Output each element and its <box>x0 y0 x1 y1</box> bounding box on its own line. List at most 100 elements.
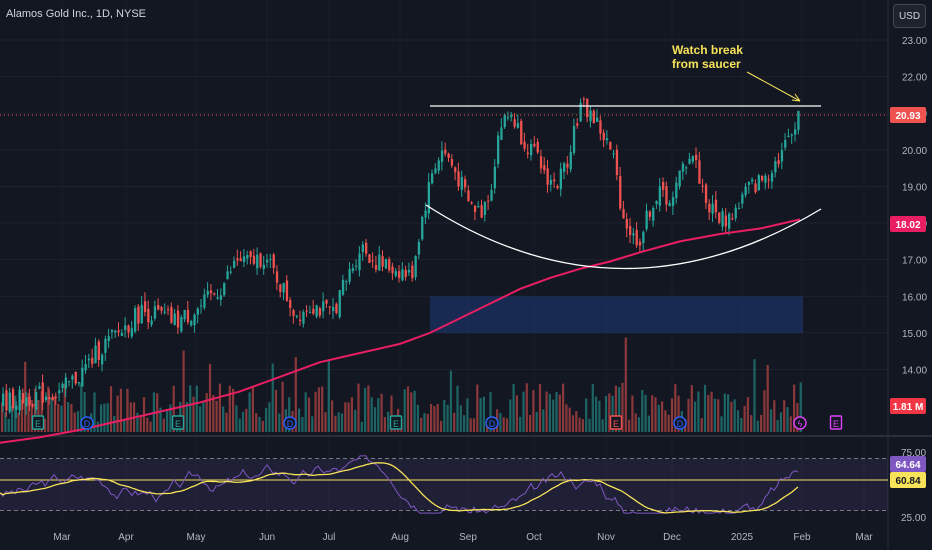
candle-body <box>84 364 87 371</box>
y-tick-label: 16.00 <box>902 292 927 303</box>
candle-body <box>315 305 318 317</box>
last-price-badge: 20.93 <box>895 111 920 122</box>
candle-body <box>737 208 741 210</box>
candle-body <box>120 332 124 337</box>
currency-button[interactable]: USD <box>893 4 926 28</box>
candle-body <box>530 143 533 156</box>
volume-bar <box>317 387 320 432</box>
candle-body <box>163 311 166 313</box>
candle-body <box>341 280 345 295</box>
volume-bar <box>469 418 472 432</box>
dividend-marker <box>80 416 94 430</box>
volume-bar <box>281 381 284 432</box>
candle-body <box>457 171 460 187</box>
dividend-marker-label: D <box>489 419 496 429</box>
volume-bar <box>406 386 410 432</box>
volume-bar <box>261 420 264 432</box>
candle-body <box>711 203 714 214</box>
volume-bar <box>760 414 763 432</box>
candle-body <box>629 226 632 236</box>
volume-bar <box>416 404 419 432</box>
volume-bar <box>779 412 782 432</box>
volume-bar <box>697 391 700 432</box>
candle-body <box>447 153 450 158</box>
earnings-marker <box>829 415 843 430</box>
candle-body <box>490 190 493 201</box>
volume-bar <box>103 403 106 432</box>
volume-bar <box>367 385 370 432</box>
volume-bar <box>766 364 769 432</box>
volume-bar <box>109 386 113 432</box>
volume-bar <box>235 405 238 432</box>
volume-bar <box>24 361 27 432</box>
candle-body <box>348 268 351 282</box>
candle-body <box>229 271 232 273</box>
candle-body <box>691 156 694 162</box>
candle-body <box>728 213 731 229</box>
candle-body <box>226 271 229 280</box>
volume-bar <box>743 405 746 432</box>
volume-bar <box>687 398 690 432</box>
candle-body <box>784 140 787 148</box>
volume-bar <box>502 417 505 432</box>
volume-bar <box>238 418 241 432</box>
candle-body <box>678 170 681 187</box>
candle-body <box>206 290 209 295</box>
earnings-marker-label: E <box>175 419 181 429</box>
volume-bar <box>106 403 109 432</box>
candle-body <box>493 166 496 189</box>
volume-bar <box>644 394 647 432</box>
candle-body <box>104 338 107 353</box>
volume-bar <box>199 406 202 432</box>
volume-bar <box>637 417 641 432</box>
volume-bar <box>789 416 792 432</box>
volume-bar <box>189 385 192 432</box>
volume-bar <box>581 419 584 432</box>
candle-body <box>407 270 411 273</box>
candle-body <box>378 254 381 271</box>
candle-body <box>635 229 638 246</box>
x-tick-label: Jul <box>323 532 336 543</box>
volume-bar <box>337 412 340 432</box>
candle-body <box>464 179 467 188</box>
candle-body <box>252 255 256 264</box>
candle-body <box>256 254 259 269</box>
volume-bar <box>373 407 377 432</box>
annotation-line-2: from saucer <box>672 57 741 71</box>
candle-body <box>675 182 678 198</box>
candle-body <box>546 168 549 185</box>
candle-body <box>233 260 236 268</box>
x-tick-label: Apr <box>118 532 134 543</box>
demand-zone-box <box>430 296 803 333</box>
volume-bar <box>324 412 327 432</box>
volume-bar <box>740 418 743 432</box>
volume-bar <box>773 400 776 432</box>
candle-body <box>21 392 25 404</box>
candle-body <box>417 242 421 255</box>
candle-body <box>754 183 757 193</box>
annotation-arrowhead <box>791 93 801 102</box>
volume-bar <box>647 415 650 432</box>
candle-body <box>685 167 688 169</box>
volume-bar <box>588 418 591 432</box>
candle-body <box>645 210 648 229</box>
candle-body <box>318 308 322 316</box>
volume-bar <box>344 402 347 432</box>
earnings-marker-label: E <box>35 419 41 429</box>
candle-body <box>411 265 414 279</box>
candle-body <box>767 179 770 181</box>
y-tick-label: 17.00 <box>902 256 927 267</box>
volume-bar <box>793 384 796 432</box>
candle-body <box>444 149 447 154</box>
volume-bar <box>113 415 116 432</box>
candle-body <box>401 269 404 281</box>
volume-bar <box>598 400 601 432</box>
volume-bar <box>753 359 756 432</box>
candle-body <box>681 163 685 172</box>
candle-body <box>421 216 424 240</box>
volume-bar <box>294 357 297 432</box>
volume-bar <box>1 402 4 432</box>
candle-body <box>41 382 44 403</box>
candle-body <box>279 284 282 292</box>
